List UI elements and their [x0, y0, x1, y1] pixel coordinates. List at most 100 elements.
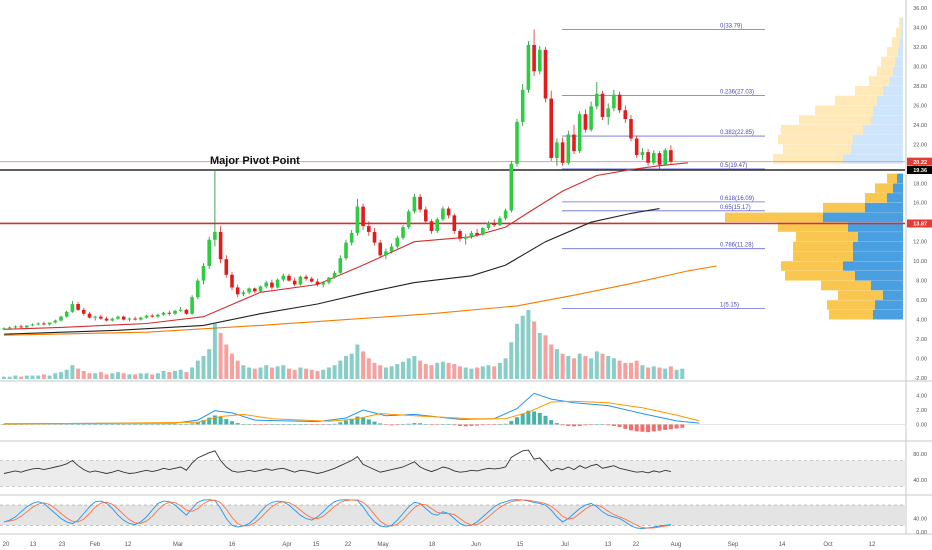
rsi-pane[interactable]: [0, 440, 932, 487]
volume-profile-bar: [781, 124, 863, 135]
volume-bar: [355, 344, 360, 379]
candle: [230, 271, 234, 291]
candle: [378, 239, 382, 259]
volume-bar: [173, 370, 177, 379]
volume-bar: [549, 344, 554, 379]
macd-histogram-bar: [344, 420, 348, 425]
macd-histogram-bar: [412, 423, 417, 425]
volume-bar: [19, 376, 24, 379]
volume-profile-bar: [887, 193, 903, 203]
volume-profile-bar: [865, 202, 903, 213]
candle: [25, 325, 29, 329]
macd-histogram-bar: [406, 423, 411, 425]
volume-bar: [383, 367, 388, 379]
candle: [156, 313, 160, 318]
rsi-band: [0, 460, 905, 487]
candle-body: [281, 275, 286, 280]
volume-bar: [321, 369, 326, 379]
macd-histogram-bar: [372, 421, 377, 425]
candle-body: [657, 153, 662, 165]
candle-body: [446, 208, 451, 216]
stochastic-pane[interactable]: [0, 494, 932, 530]
volume-profile-bar: [877, 66, 893, 77]
candle-body: [19, 326, 23, 328]
volume-bar: [2, 376, 6, 379]
candle: [213, 169, 217, 247]
candle: [93, 315, 97, 321]
macd-histogram-bar: [116, 424, 120, 425]
volume-profile-bar: [793, 241, 853, 252]
candle-body: [424, 209, 428, 222]
time-axis-tick-label: 13: [605, 542, 612, 548]
candle-body: [133, 318, 137, 320]
macd-histogram-bar: [577, 424, 582, 426]
candle-body: [543, 49, 548, 99]
volume-bar: [412, 356, 417, 379]
volume-profile-bar: [871, 280, 903, 291]
stoch-d-line: [3, 499, 671, 529]
volume-bar: [526, 310, 531, 379]
candle: [161, 311, 166, 316]
volume-profile-bar: [889, 76, 903, 86]
volume-bar: [190, 367, 195, 379]
volume-bar: [617, 360, 622, 379]
macd-histogram-bar: [469, 424, 474, 426]
macd-histogram-bar: [606, 424, 611, 426]
candle-body: [156, 314, 160, 317]
macd-histogram-bar: [572, 424, 576, 427]
price-axis-tick-label: 34.00: [913, 25, 927, 31]
volume-bar: [24, 375, 29, 379]
candle-body: [367, 226, 371, 232]
volume-profile-bar: [827, 300, 875, 310]
candle-body: [378, 242, 382, 256]
candle-body: [663, 150, 667, 165]
volume-bar: [241, 365, 246, 379]
macd-histogram-bar: [515, 417, 519, 425]
price-pane[interactable]: Major Pivot Point 0(33.79) 0.236(27.03) 0.3…: [0, 17, 905, 336]
candle-body: [59, 316, 63, 321]
macd-histogram-bar: [269, 424, 274, 425]
candle-body: [298, 276, 303, 285]
volume-bar: [406, 358, 411, 379]
candle: [104, 316, 109, 322]
candle: [338, 255, 343, 274]
candle: [275, 278, 280, 289]
macd-histogram-bar: [93, 423, 98, 425]
macd-histogram-bar: [53, 423, 58, 425]
fib-level-label: 0.236(27.03): [720, 89, 754, 95]
candle: [355, 198, 360, 236]
volume-bar: [178, 369, 183, 379]
candle: [429, 219, 434, 234]
candle: [623, 105, 628, 123]
volume-bar: [344, 356, 348, 379]
macd-histogram-bar: [674, 424, 679, 429]
macd-histogram-bar: [366, 419, 371, 425]
time-axis-tick-label: 18: [429, 542, 436, 548]
volume-bar: [520, 315, 525, 379]
macd-histogram-bar: [98, 423, 103, 425]
fib-level-label: 0.65(15.17): [720, 205, 751, 211]
macd-histogram-bar: [2, 424, 6, 425]
macd-histogram-bar: [583, 424, 588, 426]
candle-body: [207, 239, 211, 267]
volume-bar: [583, 356, 588, 379]
price-axis[interactable]: 36.00 34.00 32.00 30.00 28.00 26.00 24.00 22.00…: [905, 0, 932, 536]
candle: [469, 230, 474, 239]
time-axis[interactable]: 20 13 23 Feb 12 Mar 16 Apr 15 22 May 18 Jun 15 Jul 13 22…: [0, 533, 932, 548]
volume-profile-bar: [875, 183, 893, 193]
candle-body: [2, 328, 6, 330]
volume-profile-bar: [902, 17, 903, 28]
candle-body: [418, 196, 422, 210]
candle-body: [332, 272, 337, 278]
volume-profile-bar: [725, 212, 823, 223]
volume-bar: [589, 358, 594, 379]
volume-bar: [144, 373, 149, 379]
volume-bar: [13, 375, 18, 379]
candle-body: [469, 232, 474, 237]
candle: [82, 307, 86, 316]
volume-bar: [458, 366, 462, 379]
candle-body: [503, 210, 508, 219]
macd-pane[interactable]: [0, 380, 932, 433]
candle: [509, 160, 514, 213]
